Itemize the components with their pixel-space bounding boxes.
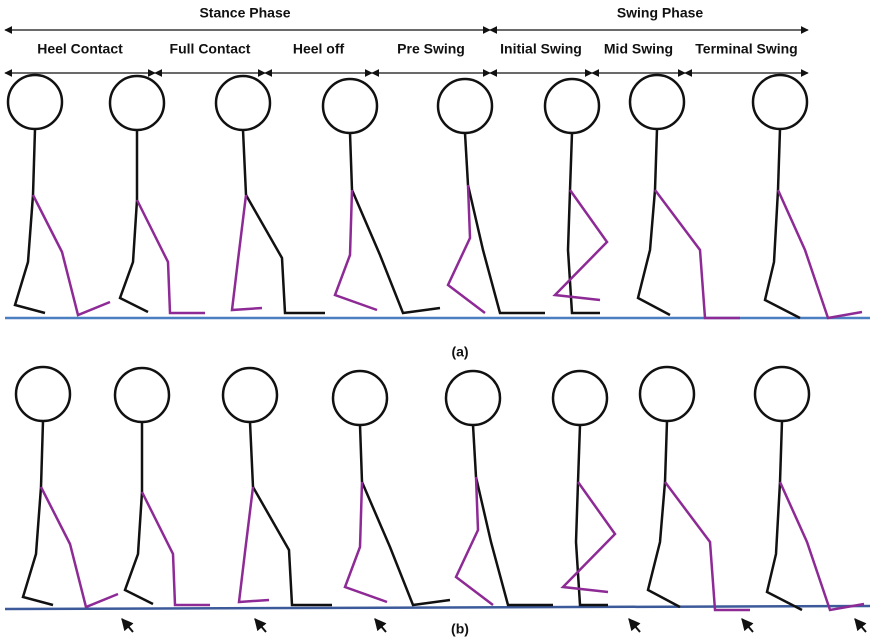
contact-arrow [375, 619, 386, 632]
phase-label: Full Contact [170, 41, 251, 57]
leg-black [125, 492, 153, 604]
contact-arrow [122, 619, 133, 632]
leg-purple [41, 487, 118, 607]
leg-purple [448, 185, 485, 313]
phase-label: Terminal Swing [695, 41, 797, 57]
head [216, 76, 270, 130]
head [753, 75, 807, 129]
phase-label: Initial Swing [500, 41, 582, 57]
torso [655, 129, 657, 190]
torso [243, 130, 246, 195]
leg-purple [555, 190, 607, 300]
contact-arrow [629, 619, 640, 632]
ground-b [5, 606, 870, 609]
torso [465, 133, 468, 185]
leg-black [765, 190, 800, 318]
contact-arrow [255, 619, 266, 632]
leg-purple [239, 487, 269, 602]
leg-black [120, 200, 148, 312]
leg-black [648, 482, 680, 607]
figures [8, 75, 864, 610]
leg-purple [345, 482, 387, 602]
leg-black [246, 195, 325, 313]
phase-label: Heel off [293, 41, 345, 57]
leg-black [352, 190, 440, 313]
torso [778, 129, 780, 190]
head [323, 79, 377, 133]
caption-b: (b) [451, 621, 469, 637]
leg-purple [563, 482, 615, 592]
torso [665, 421, 667, 482]
torso [350, 133, 352, 190]
torso [360, 425, 362, 482]
contact-arrow [742, 619, 753, 632]
leg-black [767, 482, 802, 610]
gait-diagram: Stance Phase Swing Phase (a) (b) Heel Co… [0, 0, 870, 638]
leg-black [638, 190, 670, 315]
torso [33, 129, 35, 195]
leg-purple [137, 200, 205, 313]
head [755, 367, 809, 421]
leg-purple [665, 482, 750, 610]
swing-label: Swing Phase [617, 5, 704, 21]
stance-label: Stance Phase [199, 5, 290, 21]
head [110, 76, 164, 130]
head [545, 79, 599, 133]
leg-purple [33, 195, 110, 315]
torso [250, 422, 253, 487]
leg-purple [778, 190, 862, 318]
contact-arrow [855, 619, 866, 632]
head [640, 367, 694, 421]
head [223, 368, 277, 422]
leg-purple [335, 190, 377, 310]
leg-black [253, 487, 332, 605]
head [630, 75, 684, 129]
leg-purple [655, 190, 740, 318]
leg-black [476, 477, 553, 605]
torso [570, 133, 572, 190]
torso [780, 421, 782, 482]
head [115, 368, 169, 422]
leg-purple [142, 492, 210, 605]
phase-label: Heel Contact [37, 41, 123, 57]
leg-purple [232, 195, 262, 310]
head [16, 367, 70, 421]
leg-black [362, 482, 450, 605]
phase-label: Mid Swing [604, 41, 673, 57]
torso [41, 421, 43, 487]
head [333, 371, 387, 425]
torso [578, 425, 580, 482]
head [553, 371, 607, 425]
leg-black [23, 487, 53, 605]
leg-purple [780, 482, 864, 610]
leg-black [468, 185, 545, 313]
head [438, 79, 492, 133]
caption-a: (a) [451, 344, 468, 360]
head [8, 75, 62, 129]
phase-label: Pre Swing [397, 41, 465, 57]
leg-black [15, 195, 45, 313]
head [446, 371, 500, 425]
torso [473, 425, 476, 477]
leg-purple [456, 477, 493, 605]
